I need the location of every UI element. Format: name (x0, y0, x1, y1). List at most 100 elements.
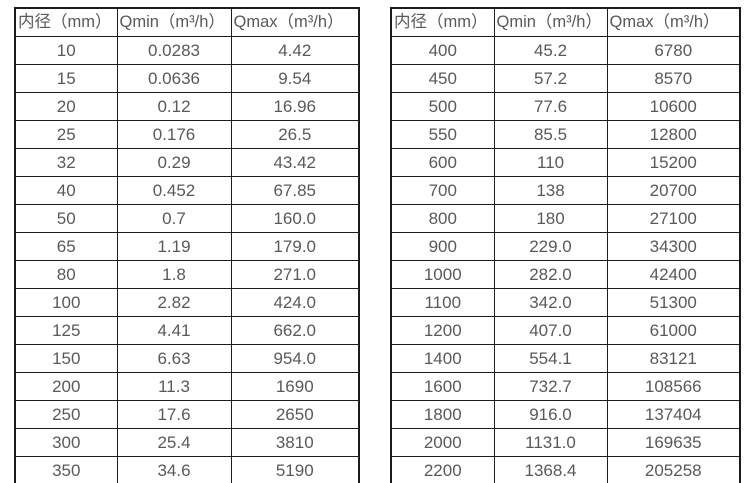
diameter-cell: 250 (14, 400, 118, 429)
diameter-cell: 400 (390, 36, 495, 65)
qmax-header: Qmax（m³/h） (606, 7, 741, 37)
qmin-cell: 0.12 (116, 92, 232, 121)
qmin-cell: 282.0 (493, 260, 608, 289)
qmin-cell: 1368.4 (493, 456, 608, 483)
qmin-cell: 0.0283 (116, 36, 232, 65)
qmin-header: Qmin（m³/h） (493, 7, 608, 37)
qmax-cell: 16.96 (230, 92, 360, 121)
qmax-cell: 271.0 (230, 260, 360, 289)
qmin-cell: 138 (493, 176, 608, 205)
table-row: 450 57.2 8570 (390, 64, 741, 93)
table-row: 40 0.452 67.85 (14, 176, 360, 205)
qmax-cell: 108566 (606, 372, 741, 401)
table-row: 150 6.63 954.0 (14, 344, 360, 373)
table-row: 15 0.0636 9.54 (14, 64, 360, 93)
table-row: 800 180 27100 (390, 204, 741, 233)
qmin-cell: 77.6 (493, 92, 608, 121)
qmin-cell: 4.41 (116, 316, 232, 345)
diameter-cell: 800 (390, 204, 495, 233)
diameter-cell: 15 (14, 64, 118, 93)
qmax-cell: 169635 (606, 428, 741, 457)
qmax-cell: 51300 (606, 288, 741, 317)
diameter-cell: 600 (390, 148, 495, 177)
qmax-cell: 424.0 (230, 288, 360, 317)
table-row: 300 25.4 3810 (14, 428, 360, 457)
diameter-cell: 450 (390, 64, 495, 93)
diameter-cell: 1200 (390, 316, 495, 345)
table-row: 80 1.8 271.0 (14, 260, 360, 289)
diameter-cell: 550 (390, 120, 495, 149)
table-row: 1000 282.0 42400 (390, 260, 741, 289)
qmax-cell: 26.5 (230, 120, 360, 149)
qmin-cell: 342.0 (493, 288, 608, 317)
table-row: 600 110 15200 (390, 148, 741, 177)
qmax-cell: 15200 (606, 148, 741, 177)
qmin-cell: 1131.0 (493, 428, 608, 457)
diameter-header: 内径（mm） (390, 7, 495, 37)
qmin-cell: 6.63 (116, 344, 232, 373)
diameter-cell: 125 (14, 316, 118, 345)
qmin-cell: 25.4 (116, 428, 232, 457)
header-row: 内径（mm） Qmin（m³/h） Qmax（m³/h） (14, 7, 360, 37)
diameter-cell: 1000 (390, 260, 495, 289)
qmin-cell: 1.8 (116, 260, 232, 289)
qmax-cell: 3810 (230, 428, 360, 457)
diameter-cell: 65 (14, 232, 118, 261)
qmin-cell: 34.6 (116, 456, 232, 483)
diameter-cell: 80 (14, 260, 118, 289)
qmin-cell: 0.29 (116, 148, 232, 177)
qmax-cell: 2650 (230, 400, 360, 429)
diameter-cell: 200 (14, 372, 118, 401)
diameter-cell: 2000 (390, 428, 495, 457)
qmin-cell: 0.176 (116, 120, 232, 149)
qmin-cell: 407.0 (493, 316, 608, 345)
diameter-cell: 10 (14, 36, 118, 65)
qmax-cell: 20700 (606, 176, 741, 205)
qmin-cell: 2.82 (116, 288, 232, 317)
qmin-cell: 17.6 (116, 400, 232, 429)
qmin-cell: 916.0 (493, 400, 608, 429)
table-row: 200 11.3 1690 (14, 372, 360, 401)
qmax-cell: 61000 (606, 316, 741, 345)
qmin-cell: 180 (493, 204, 608, 233)
qmax-cell: 4.42 (230, 36, 360, 65)
table-row: 500 77.6 10600 (390, 92, 741, 121)
table-row: 50 0.7 160.0 (14, 204, 360, 233)
qmin-header: Qmin（m³/h） (116, 7, 232, 37)
qmin-cell: 0.7 (116, 204, 232, 233)
diameter-cell: 40 (14, 176, 118, 205)
qmax-cell: 137404 (606, 400, 741, 429)
qmax-cell: 8570 (606, 64, 741, 93)
table-row: 65 1.19 179.0 (14, 232, 360, 261)
diameter-cell: 1100 (390, 288, 495, 317)
table-row: 400 45.2 6780 (390, 36, 741, 65)
table-row: 900 229.0 34300 (390, 232, 741, 261)
qmax-cell: 160.0 (230, 204, 360, 233)
table-row: 2000 1131.0 169635 (390, 428, 741, 457)
qmin-cell: 0.0636 (116, 64, 232, 93)
table-row: 20 0.12 16.96 (14, 92, 360, 121)
table-row: 25 0.176 26.5 (14, 120, 360, 149)
qmin-cell: 57.2 (493, 64, 608, 93)
qmin-cell: 85.5 (493, 120, 608, 149)
qmax-cell: 67.85 (230, 176, 360, 205)
qmax-cell: 9.54 (230, 64, 360, 93)
qmax-cell: 205258 (606, 456, 741, 483)
table-row: 1800 916.0 137404 (390, 400, 741, 429)
qmax-cell: 662.0 (230, 316, 360, 345)
diameter-cell: 350 (14, 456, 118, 483)
diameter-cell: 150 (14, 344, 118, 373)
table-row: 250 17.6 2650 (14, 400, 360, 429)
table-row: 550 85.5 12800 (390, 120, 741, 149)
diameter-cell: 1800 (390, 400, 495, 429)
diameter-cell: 1400 (390, 344, 495, 373)
qmin-cell: 554.1 (493, 344, 608, 373)
qmin-cell: 0.452 (116, 176, 232, 205)
flow-spec-table-large-diameters: 内径（mm） Qmin（m³/h） Qmax（m³/h） 400 45.2 6780 45… (390, 7, 741, 483)
qmax-header: Qmax（m³/h） (230, 7, 360, 37)
diameter-header: 内径（mm） (14, 7, 118, 37)
qmax-cell: 1690 (230, 372, 360, 401)
diameter-cell: 32 (14, 148, 118, 177)
diameter-cell: 500 (390, 92, 495, 121)
